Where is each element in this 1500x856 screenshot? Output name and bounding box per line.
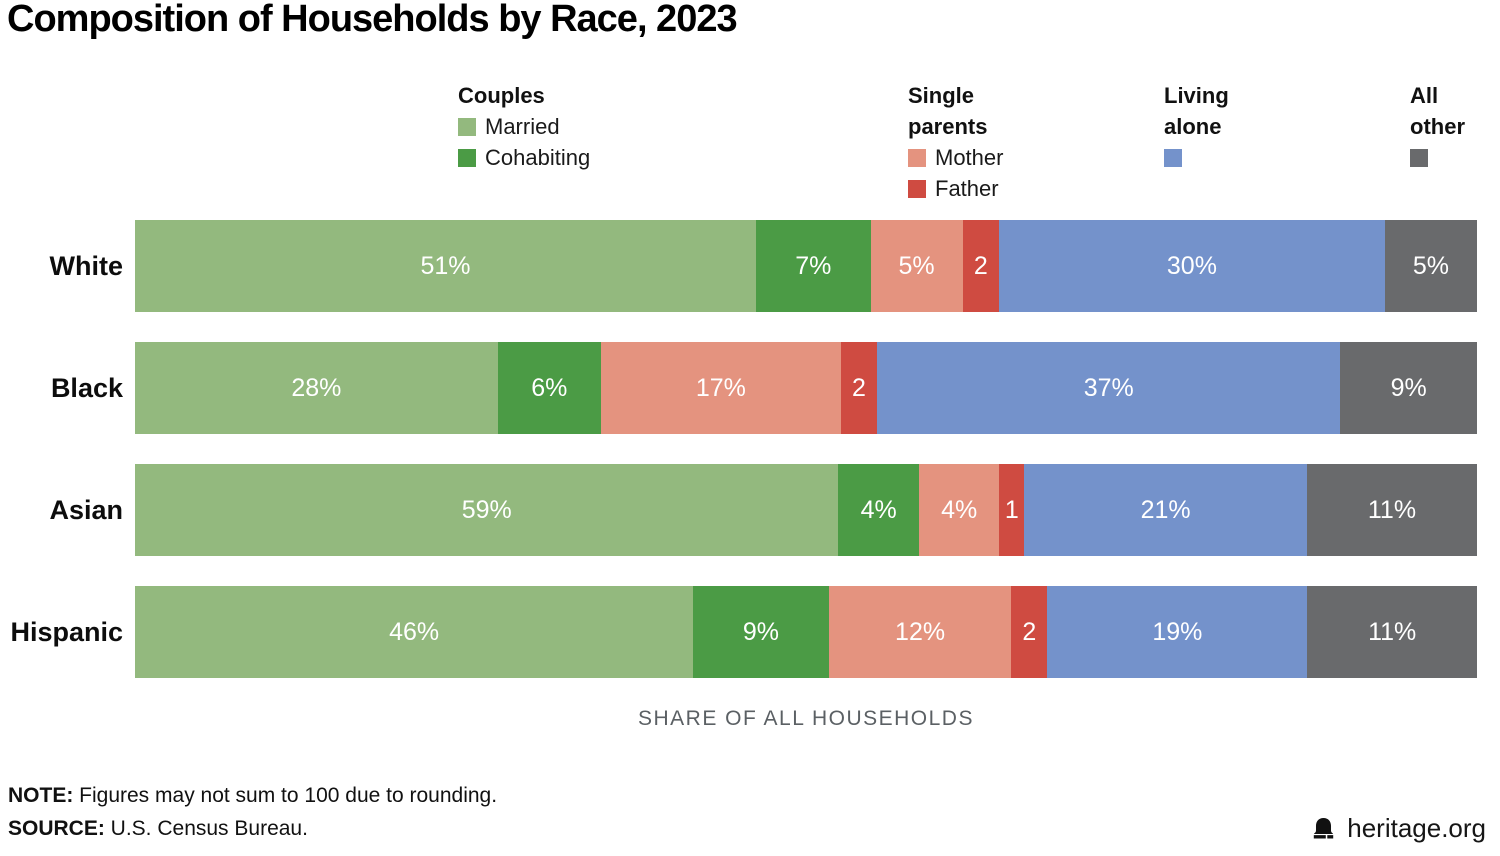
stacked-bar: 28% 6% 17% 2 37% 9%	[135, 342, 1478, 434]
stacked-bar: 46% 9% 12% 2 19% 11%	[135, 586, 1478, 678]
segment-value-label: 12%	[895, 617, 946, 646]
segment-value-label: 2	[973, 251, 988, 280]
bar-segment-married: 46%	[135, 586, 694, 678]
legend-item-living-alone	[1164, 142, 1229, 173]
segment-value-label: 6%	[531, 373, 568, 402]
legend-item-label: Cohabiting	[485, 145, 591, 170]
bar-segment-all_other: 5%	[1384, 220, 1478, 312]
segment-value-label: 7%	[795, 251, 832, 280]
bar-segment-cohabiting: 9%	[693, 586, 829, 678]
bar-segment-living_alone: 37%	[877, 342, 1341, 434]
stacked-bar: 59% 4% 4% 1 21% 11%	[135, 464, 1477, 556]
bar-segment-father: 2	[840, 342, 878, 434]
note-line: NOTE: Figures may not sum to 100 due to …	[8, 779, 497, 812]
segment-value-label: 37%	[1083, 373, 1134, 402]
chart-row: Hispanic 46% 9% 12% 2 19% 11%	[0, 586, 1478, 678]
all-other-swatch-icon	[1410, 148, 1428, 167]
segment-value-label: 2	[1022, 617, 1037, 646]
segment-value-label: 51%	[420, 251, 471, 280]
segment-value-label: 19%	[1152, 617, 1203, 646]
segment-value-label: 9%	[1390, 373, 1427, 402]
segment-value-label: 5%	[1412, 251, 1450, 280]
segment-value-label: 1	[1004, 495, 1019, 524]
bar-segment-mother: 17%	[600, 342, 841, 434]
legend-group-couples: Couples Married Cohabiting	[458, 80, 590, 173]
stacked-bar: 51% 7% 5% 2 30% 5%	[135, 220, 1478, 312]
segment-value-label: 11%	[1368, 617, 1417, 646]
bar-segment-all_other: 11%	[1306, 464, 1477, 556]
segment-value-label: 4%	[941, 495, 978, 524]
legend-group-title: Living alone	[1164, 83, 1229, 139]
bar-rows: White 51% 7% 5% 2 30% 5% Black 28% 6% 17% 2 37% 9% Asi…	[0, 220, 1478, 678]
note-text: Figures may not sum to 100 due to roundi…	[73, 784, 498, 807]
mother-swatch-icon	[908, 148, 926, 167]
source-text: U.S. Census Bureau.	[104, 817, 308, 840]
bar-segment-all_other: 11%	[1307, 586, 1478, 678]
legend-group-all-other: All other	[1410, 80, 1465, 173]
bar-segment-cohabiting: 7%	[756, 220, 871, 312]
bar-segment-cohabiting: 6%	[497, 342, 601, 434]
bar-segment-father: 2	[1011, 586, 1048, 678]
segment-value-label: 30%	[1166, 251, 1217, 280]
segment-value-label: 9%	[742, 617, 780, 646]
bar-segment-father: 1	[999, 464, 1025, 556]
legend-group-title: Couples	[458, 83, 545, 108]
segment-value-label: 28%	[291, 373, 342, 402]
x-axis-label: SHARE OF ALL HOUSEHOLDS	[638, 707, 974, 730]
bar-segment-mother: 5%	[870, 220, 963, 312]
legend-group-single-parents: Single parents Mother Father	[908, 80, 1003, 204]
chart-row: White 51% 7% 5% 2 30% 5%	[0, 220, 1478, 312]
bar-segment-married: 28%	[135, 342, 498, 434]
bar-segment-living_alone: 21%	[1024, 464, 1307, 556]
legend-item-father: Father	[908, 173, 1003, 204]
segment-value-label: 4%	[860, 495, 897, 524]
brand-link[interactable]: heritage.org	[1310, 813, 1486, 844]
segment-value-label: 11%	[1367, 495, 1417, 524]
legend-item-label: Married	[485, 114, 560, 139]
cohabiting-swatch-icon	[458, 148, 476, 167]
segment-value-label: 2	[852, 373, 866, 402]
bar-segment-married: 59%	[135, 464, 839, 556]
brand-text: heritage.org	[1347, 813, 1486, 843]
category-label-hispanic: Hispanic	[10, 616, 123, 647]
bar-segment-married: 51%	[135, 220, 757, 312]
chart-row: Black 28% 6% 17% 2 37% 9%	[0, 342, 1478, 434]
bar-segment-mother: 4%	[918, 464, 1000, 556]
bar-segment-cohabiting: 4%	[838, 464, 919, 556]
chart-row: Asian 59% 4% 4% 1 21% 11%	[0, 464, 1477, 556]
married-swatch-icon	[458, 117, 476, 136]
bar-segment-living_alone: 19%	[1047, 586, 1308, 678]
segment-value-label: 59%	[461, 495, 512, 524]
source-label: SOURCE:	[8, 817, 105, 840]
legend-item-married: Married	[458, 111, 590, 142]
footnotes: NOTE: Figures may not sum to 100 due to …	[8, 779, 497, 845]
legend-group-title: Single parents	[908, 83, 988, 139]
legend-item-mother: Mother	[908, 142, 1003, 173]
category-label-black: Black	[50, 372, 123, 403]
bar-segment-living_alone: 30%	[998, 220, 1385, 312]
legend-item-cohabiting: Cohabiting	[458, 142, 590, 173]
chart-title: Composition of Households by Race, 2023	[7, 0, 738, 40]
bar-segment-all_other: 9%	[1340, 342, 1478, 434]
segment-value-label: 5%	[898, 251, 935, 280]
father-swatch-icon	[908, 179, 926, 198]
living-alone-swatch-icon	[1164, 148, 1182, 167]
legend-item-label: Mother	[935, 145, 1004, 170]
bar-segment-mother: 12%	[828, 586, 1012, 678]
source-line: SOURCE: U.S. Census Bureau.	[8, 812, 497, 845]
segment-value-label: 17%	[695, 373, 746, 402]
legend-group-title: All other	[1410, 83, 1465, 139]
segment-value-label: 46%	[389, 617, 440, 646]
category-label-white: White	[49, 250, 124, 281]
liberty-bell-icon	[1314, 817, 1334, 839]
segment-value-label: 21%	[1140, 495, 1191, 524]
legend-item-label: Father	[935, 176, 999, 201]
legend-item-all-other	[1410, 142, 1465, 173]
bar-segment-father: 2	[962, 220, 999, 312]
note-label: NOTE:	[8, 784, 74, 807]
legend-group-living-alone: Living alone	[1164, 80, 1229, 173]
category-label-asian: Asian	[49, 494, 123, 525]
